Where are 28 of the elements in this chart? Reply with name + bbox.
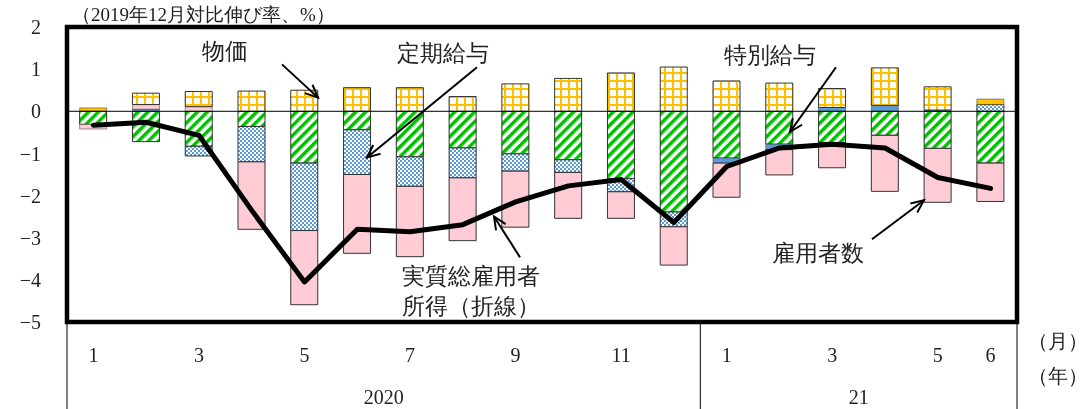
x-axis-title: （月） [1028,330,1082,352]
x-tick-label: 3 [193,344,204,366]
x-tick-label: 3 [827,344,838,366]
text: 雇用者数 [772,240,864,266]
x-tick-label: 1 [88,344,99,366]
y-tick-label: −1 [19,142,41,165]
y-tick-label: 2 [31,16,41,39]
y-tick-label: 1 [31,58,41,81]
text: （年） [1028,365,1082,387]
legend-label: 実質総雇用者所得（折線） [402,264,540,320]
y-tick-label: −2 [19,184,41,207]
y-tick-label: −3 [19,226,41,249]
x-tick-label: 6 [985,344,996,366]
y-tick-label: −4 [19,268,41,291]
text: 21 [848,386,869,408]
series-label: 物価 [202,39,248,65]
x-tick-label: 5 [932,344,943,366]
x-tick-label: 1 [721,344,732,366]
x-tick-label: 5 [299,344,310,366]
x-tick-label: 11 [611,344,631,366]
text: 2020 [363,386,404,408]
x-tick-label: 7 [405,344,416,366]
x-tick-label: 9 [510,344,521,366]
y-tick-label: 0 [31,100,41,123]
text: 定期給与 [397,40,489,66]
chart-title: （2019年12月対比伸び率、%） [72,4,335,25]
y-tick-label: −5 [19,311,41,334]
series-label: 特別給与 [724,42,816,68]
